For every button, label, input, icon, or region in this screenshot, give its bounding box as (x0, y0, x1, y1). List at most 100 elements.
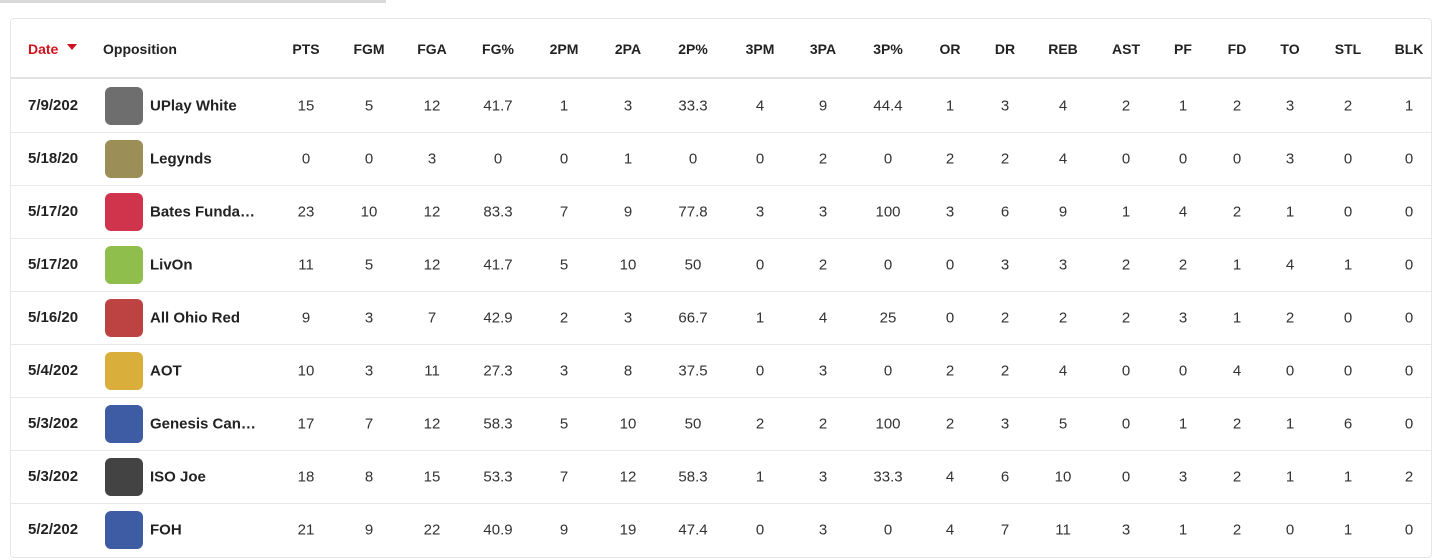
stat-value: 0 (1178, 362, 1188, 379)
stat-value: 4 (945, 468, 955, 485)
stat-value: 58.3 (678, 468, 708, 485)
stat-value: 4 (1058, 97, 1068, 114)
stat-value: 2 (1232, 97, 1242, 114)
stat-header[interactable]: 3PA (809, 41, 837, 57)
opposition-name[interactable]: Bates Funda… (150, 203, 256, 220)
row-separator (11, 185, 1431, 186)
stat-header[interactable]: FGA (417, 41, 447, 57)
stat-header[interactable]: 2PA (614, 41, 642, 57)
stat-header[interactable]: OR (939, 41, 961, 57)
date-clip: 5/17/20 (28, 202, 86, 222)
stat-header[interactable]: PF (1174, 41, 1192, 57)
stat-value: 4 (755, 97, 765, 114)
stat-value: 0 (1404, 362, 1414, 379)
opposition-name[interactable]: UPlay White (150, 97, 237, 114)
stat-header[interactable]: PTS (292, 41, 320, 57)
stat-value: 50 (684, 256, 702, 273)
stat-value: 44.4 (873, 97, 903, 114)
stat-header[interactable]: FGM (353, 41, 385, 57)
stat-value: 1 (1343, 256, 1353, 273)
row-separator (11, 132, 1431, 133)
opposition-name[interactable]: FOH (150, 521, 182, 538)
stat-header[interactable]: DR (994, 41, 1016, 57)
opposition-name[interactable]: Legynds (150, 150, 212, 167)
stat-value: 42.9 (483, 309, 513, 326)
stat-value: 3 (1058, 256, 1068, 273)
stat-value: 7 (1000, 521, 1010, 538)
stat-header[interactable]: AST (1112, 41, 1140, 57)
stat-value: 3 (1000, 256, 1010, 273)
stat-value: 8 (623, 362, 633, 379)
date: 5/3/202 (28, 467, 79, 485)
opposition-name[interactable]: LivOn (150, 256, 193, 273)
stat-value: 3 (623, 309, 633, 326)
stat-value: 1 (1343, 468, 1353, 485)
stat-value: 0 (883, 256, 893, 273)
stat-value: 83.3 (483, 203, 513, 220)
stat-value: 6 (1000, 468, 1010, 485)
stat-value: 37.5 (678, 362, 708, 379)
stats-card (10, 18, 1432, 558)
stat-value: 0 (1121, 468, 1131, 485)
stat-value: 27.3 (483, 362, 513, 379)
team-logo (105, 298, 143, 337)
stat-value: 4 (1232, 362, 1242, 379)
date: 5/4/202 (28, 361, 79, 379)
stat-value: 5 (364, 256, 374, 273)
stat-value: 9 (623, 203, 633, 220)
stat-value: 12 (423, 203, 441, 220)
opposition-name[interactable]: All Ohio Red (150, 309, 240, 326)
stat-value: 5 (559, 256, 569, 273)
stat-value: 7 (364, 415, 374, 432)
stat-value: 2 (1121, 309, 1131, 326)
stat-value: 2 (1285, 309, 1295, 326)
opposition-header[interactable]: Opposition (103, 41, 177, 57)
stat-value: 21 (297, 521, 315, 538)
stat-value: 0 (364, 150, 374, 167)
stat-value: 7 (559, 468, 569, 485)
date: 5/17/20 (28, 202, 79, 220)
stat-header[interactable]: 3P% (873, 41, 903, 57)
stat-value: 2 (1404, 468, 1414, 485)
stat-header[interactable]: BLK (1394, 41, 1424, 57)
stat-value: 2 (818, 150, 828, 167)
stat-value: 19 (619, 521, 637, 538)
stat-header[interactable]: 2PM (549, 41, 579, 57)
stat-header[interactable]: 2P% (678, 41, 708, 57)
stat-value: 41.7 (483, 97, 513, 114)
stat-value: 0 (883, 150, 893, 167)
stat-value: 33.3 (873, 468, 903, 485)
sort-arrow[interactable] (67, 44, 77, 50)
stat-header[interactable]: FD (1227, 41, 1247, 57)
stat-value: 1 (1343, 521, 1353, 538)
stat-header[interactable]: 3PM (745, 41, 775, 57)
stat-value: 66.7 (678, 309, 708, 326)
stat-header[interactable]: FG% (482, 41, 514, 57)
stat-value: 1 (623, 150, 633, 167)
stat-value: 10 (1054, 468, 1072, 485)
stat-value: 18 (297, 468, 315, 485)
stat-header[interactable]: REB (1048, 41, 1078, 57)
date-clip: 5/3/202 (28, 467, 86, 487)
stat-value: 41.7 (483, 256, 513, 273)
stat-value: 100 (875, 203, 901, 220)
date: 5/18/20 (28, 149, 79, 167)
stat-header[interactable]: STL (1334, 41, 1362, 57)
team-logo (105, 457, 143, 496)
stat-value: 1 (1232, 256, 1242, 273)
stat-value: 1 (945, 97, 955, 114)
stat-value: 1 (559, 97, 569, 114)
stat-value: 0 (1285, 362, 1295, 379)
stat-value: 0 (755, 256, 765, 273)
stat-value: 2 (1232, 415, 1242, 432)
date-header[interactable]: Date (28, 41, 59, 57)
stat-value: 3 (1285, 97, 1295, 114)
opposition-name[interactable]: AOT (150, 362, 182, 379)
opposition-name[interactable]: Genesis Can… (150, 415, 256, 432)
stat-value: 3 (818, 521, 828, 538)
opposition-name[interactable]: ISO Joe (150, 468, 206, 485)
row-separator (11, 238, 1431, 239)
stat-value: 10 (619, 256, 637, 273)
stat-value: 2 (1232, 203, 1242, 220)
stat-header[interactable]: TO (1280, 41, 1300, 57)
